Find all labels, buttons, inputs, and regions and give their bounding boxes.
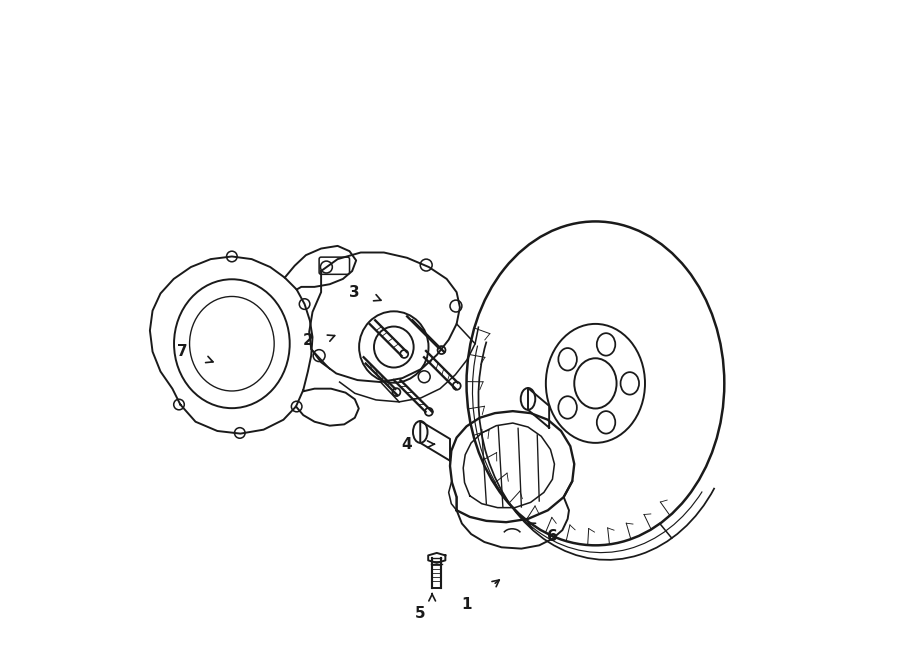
Text: 3: 3	[349, 285, 359, 299]
Text: 2: 2	[302, 333, 313, 348]
Text: 1: 1	[462, 598, 472, 612]
Text: 6: 6	[547, 529, 558, 544]
Text: 4: 4	[401, 437, 412, 451]
Text: 5: 5	[415, 606, 426, 621]
Text: 7: 7	[177, 344, 187, 359]
